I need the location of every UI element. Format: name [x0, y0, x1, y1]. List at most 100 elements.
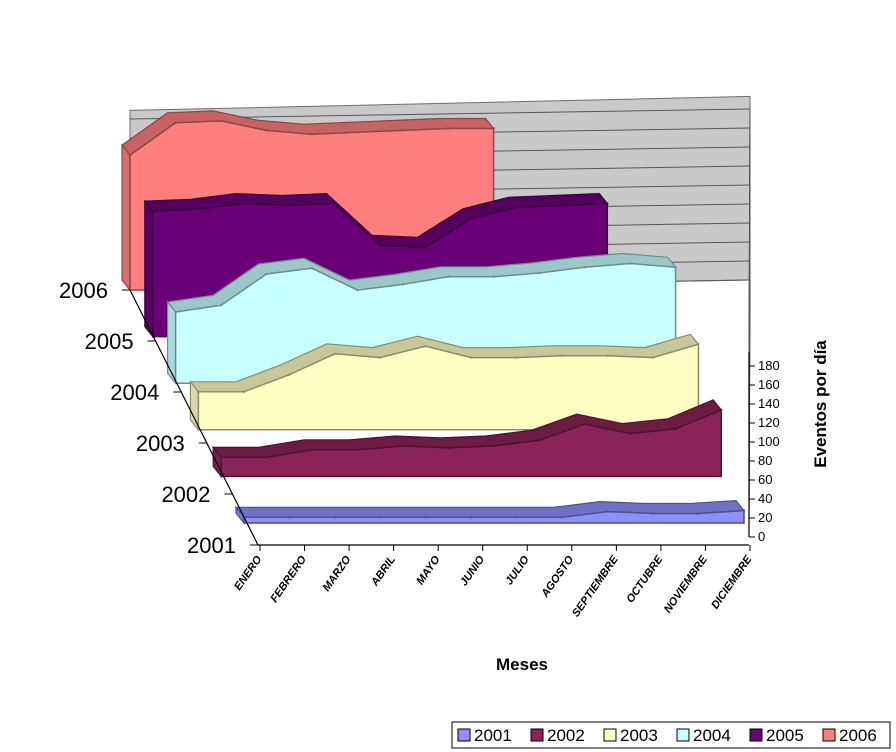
legend-swatch-2006: [822, 728, 836, 742]
data-point-2006-ABRIL: [265, 129, 268, 132]
data-point-2002-MARZO: [310, 448, 314, 451]
series-2003: [189, 333, 700, 432]
y-tick-label: 60: [758, 472, 772, 487]
y-tick-label: 40: [758, 491, 772, 506]
series-edge-2004: [167, 300, 177, 385]
x-tick-label-DICIEMBRE: DICIEMBRE: [709, 553, 755, 611]
depth-axis-line: [129, 289, 259, 546]
data-point-2006-ENERO: [128, 153, 132, 157]
data-point-2006-AGOSTO: [447, 127, 450, 130]
legend: 2001 2002 2003 2004 2005 2006: [451, 721, 891, 749]
y-tick-label: 0: [758, 529, 765, 544]
series-2001: [234, 499, 746, 525]
data-point-2004-MAYO: [356, 288, 359, 292]
data-point-2005-SEPTIEMBRE: [515, 206, 518, 209]
data-point-2002-SEPTIEMBRE: [583, 422, 586, 426]
depth-label-2003: 2003: [136, 431, 185, 456]
data-point-2003-ENERO: [197, 390, 200, 393]
data-point-2003-NOVIEMBRE: [651, 356, 655, 359]
data-point-2005-NOVIEMBRE: [606, 202, 609, 205]
data-point-2001-JULIO: [515, 516, 518, 519]
legend-label-2005: 2005: [766, 726, 804, 745]
series-edge-2005: [144, 199, 154, 339]
x-tick-label-OCTUBRE: OCTUBRE: [624, 553, 665, 605]
data-point-2001-MAYO: [424, 516, 427, 519]
legend-swatch-2003: [603, 728, 617, 742]
data-point-2005-FEBRERO: [197, 208, 200, 211]
data-point-2002-MAYO: [401, 444, 405, 448]
data-point-2006-FEBRERO: [174, 121, 177, 125]
x-tick-label-JULIO: JULIO: [503, 553, 532, 587]
depth-label-2001: 2001: [187, 533, 236, 558]
x-tick-label-AGOSTO: AGOSTO: [539, 553, 577, 600]
y-tick-label: 120: [758, 415, 780, 430]
y-tick-label: 100: [758, 434, 780, 449]
data-point-2004-ABRIL: [310, 267, 314, 270]
data-point-2005-JULIO: [424, 246, 427, 249]
data-point-2002-JUNIO: [447, 446, 450, 450]
data-point-2005-JUNIO: [378, 244, 382, 247]
data-point-2003-SEPTIEMBRE: [560, 354, 564, 357]
data-point-2006-SEPTIEMBRE: [492, 127, 495, 130]
data-point-2004-MARZO: [265, 272, 268, 276]
data-point-2005-OCTUBRE: [560, 204, 564, 207]
y-axis-title: Eventos por día: [811, 340, 830, 468]
data-point-2002-JULIO: [492, 444, 496, 448]
legend-label-2004: 2004: [693, 726, 731, 745]
legend-swatch-2002: [530, 728, 544, 742]
data-point-2001-NOVIEMBRE: [697, 512, 700, 515]
data-point-2002-FEBRERO: [265, 456, 268, 459]
data-point-2004-DICIEMBRE: [674, 266, 677, 269]
legend-swatch-2001: [457, 728, 471, 742]
x-tick-label-SEPTIEMBRE: SEPTIEMBRE: [570, 553, 621, 619]
y-tick-label: 180: [758, 358, 780, 373]
x-tick-label-JUNIO: JUNIO: [458, 553, 487, 588]
data-point-2004-ENERO: [174, 310, 177, 314]
x-tick-label-MAYO: MAYO: [414, 553, 443, 587]
axes: [122, 289, 755, 551]
data-point-2001-AGOSTO: [561, 516, 564, 519]
series-layer: [121, 110, 746, 525]
data-point-2005-ENERO: [151, 210, 154, 213]
data-point-2001-JUNIO: [470, 516, 473, 519]
depth-label-2002: 2002: [161, 482, 210, 507]
data-point-2004-JUNIO: [401, 283, 405, 286]
depth-label-2006: 2006: [59, 278, 108, 303]
data-point-2004-NOVIEMBRE: [628, 262, 632, 265]
data-point-2001-FEBRERO: [288, 516, 291, 519]
legend-swatch-2004: [676, 728, 690, 742]
data-point-2004-SEPTIEMBRE: [538, 271, 541, 275]
x-tick-label-MARZO: MARZO: [321, 553, 354, 593]
legend-swatch-2005: [749, 728, 763, 742]
data-point-2003-MARZO: [288, 373, 291, 376]
data-point-2001-MARZO: [333, 516, 337, 519]
data-point-2002-ENERO: [220, 456, 223, 459]
x-tick-label-FEBRERO: FEBRERO: [268, 553, 309, 604]
data-point-2003-JUNIO: [424, 345, 427, 348]
data-point-2003-AGOSTO: [515, 356, 518, 359]
data-point-2002-OCTUBRE: [629, 432, 632, 435]
y-tick-label: 80: [758, 453, 772, 468]
x-tick-label-ABRIL: ABRIL: [368, 554, 398, 589]
data-point-2001-DICIEMBRE: [742, 509, 746, 512]
data-point-2002-ABRIL: [356, 448, 359, 451]
series-edge-2006: [121, 143, 131, 292]
depth-label-2005: 2005: [85, 329, 134, 354]
data-point-2004-AGOSTO: [492, 275, 495, 278]
x-axis-title: Meses: [496, 655, 548, 674]
data-point-2003-JULIO: [469, 356, 473, 359]
legend-label-2006: 2006: [839, 726, 877, 745]
data-point-2006-MAYO: [310, 133, 313, 136]
x-tick-label-NOVIEMBRE: NOVIEMBRE: [662, 553, 710, 615]
legend-label-2002: 2002: [547, 726, 585, 745]
data-point-2005-ABRIL: [288, 204, 291, 207]
data-point-2004-OCTUBRE: [583, 266, 586, 269]
data-point-2006-JULIO: [401, 129, 404, 132]
series-2002: [211, 399, 723, 479]
y-tick-label: 140: [758, 396, 780, 411]
data-point-2005-MARZO: [242, 202, 245, 205]
data-point-2004-JULIO: [447, 275, 450, 278]
data-point-2006-MARZO: [219, 119, 223, 123]
data-point-2002-AGOSTO: [538, 439, 541, 442]
